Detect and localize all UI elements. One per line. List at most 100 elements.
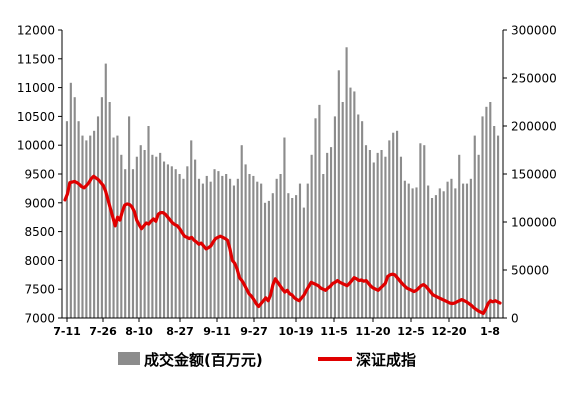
bar <box>337 70 340 318</box>
bar <box>186 166 189 318</box>
right-tick-label: 100000 <box>511 216 557 230</box>
right-tick-label: 300000 <box>511 24 557 38</box>
x-tick-label: 8-27 <box>166 325 194 338</box>
bar <box>423 145 426 318</box>
bar <box>236 178 239 318</box>
bar <box>341 102 344 318</box>
bar <box>217 171 220 318</box>
bar <box>143 150 146 318</box>
bar <box>283 137 286 318</box>
bar <box>73 97 76 318</box>
bar <box>174 169 177 318</box>
bar <box>159 152 162 318</box>
right-tick-label: 200000 <box>511 120 557 134</box>
bar <box>454 188 457 318</box>
bar <box>232 185 236 318</box>
bar <box>326 152 329 318</box>
bar <box>481 116 484 319</box>
bar-series <box>65 47 500 319</box>
bar <box>69 82 72 318</box>
bar <box>450 178 453 318</box>
bar <box>135 156 138 318</box>
bar <box>162 161 166 318</box>
bar <box>275 178 278 318</box>
bar <box>65 121 69 318</box>
bar <box>430 198 434 318</box>
left-tick-label: 12000 <box>17 24 55 38</box>
left-tick-label: 11500 <box>17 52 55 66</box>
right-axis-ticks: 0 50000 100000 150000 200000 250000 300000 <box>503 24 557 326</box>
bar <box>267 200 270 318</box>
bar <box>442 191 445 318</box>
bar <box>287 193 290 318</box>
x-tick-label: 11-5 <box>320 325 348 338</box>
bar <box>302 207 305 318</box>
bar <box>225 174 228 318</box>
bar <box>271 193 274 318</box>
bar <box>306 183 309 318</box>
left-tick-label: 11000 <box>17 81 55 95</box>
bar <box>190 140 193 318</box>
bar <box>388 140 391 318</box>
bar <box>194 159 197 318</box>
bar <box>384 156 387 318</box>
bar <box>477 154 480 318</box>
bar <box>93 130 96 318</box>
bar <box>469 178 472 318</box>
bar <box>244 164 247 318</box>
bar <box>139 145 142 318</box>
bar <box>446 181 449 318</box>
bar <box>178 174 181 318</box>
bar <box>333 116 336 319</box>
bar <box>131 169 135 318</box>
bar <box>399 156 403 318</box>
x-tick-label: 12-20 <box>431 325 467 338</box>
bar <box>462 183 465 318</box>
bar <box>361 121 364 318</box>
bar <box>182 178 185 318</box>
left-tick-label: 7000 <box>24 312 55 326</box>
left-tick-label: 10500 <box>17 110 55 124</box>
legend-bar-swatch <box>118 352 140 365</box>
bar <box>411 188 414 318</box>
line-series <box>63 174 502 315</box>
bar <box>166 164 169 318</box>
left-tick-label: 8000 <box>24 254 55 268</box>
bar <box>201 183 204 318</box>
bar <box>392 132 395 318</box>
bar <box>77 121 80 318</box>
bar <box>151 154 154 318</box>
bar <box>357 114 360 318</box>
bar <box>263 202 267 318</box>
bar <box>419 143 422 318</box>
index-line <box>63 174 502 315</box>
bar <box>473 135 476 318</box>
bar <box>396 130 399 318</box>
bar <box>252 175 255 318</box>
bar <box>81 135 84 318</box>
bar <box>298 183 302 318</box>
bar <box>128 116 131 319</box>
bar <box>240 145 243 318</box>
bar <box>427 185 430 318</box>
x-tick-label: 9-27 <box>240 325 268 338</box>
bar <box>465 183 469 318</box>
bar <box>458 154 461 318</box>
x-tick-label: 7-11 <box>53 325 81 338</box>
bar <box>85 140 88 318</box>
bar <box>403 180 406 318</box>
legend-bar-label: 成交金额(百万元) <box>144 351 263 369</box>
right-tick-label: 0 <box>511 312 519 326</box>
x-tick-label: 10-19 <box>278 325 313 338</box>
bar <box>124 169 127 318</box>
bar <box>376 152 379 318</box>
x-tick-label: 9-11 <box>203 325 231 338</box>
bar <box>407 183 410 318</box>
bar <box>372 162 375 318</box>
x-tick-label: 8-10 <box>125 325 153 338</box>
bar <box>291 198 294 318</box>
bar <box>248 174 251 318</box>
bar <box>120 154 123 318</box>
legend-line-label: 深证成指 <box>356 351 416 369</box>
